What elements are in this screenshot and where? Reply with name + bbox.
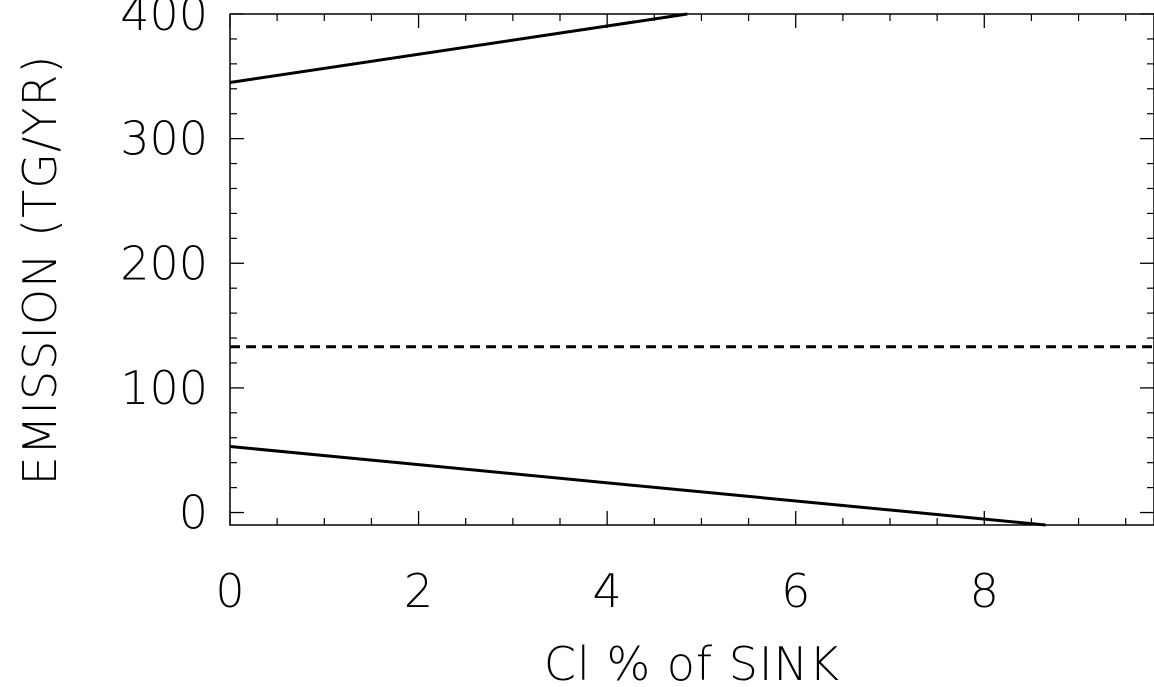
y-tick-label: 300 <box>120 112 208 166</box>
solid-series-line-2 <box>229 445 1046 527</box>
major-ticks <box>229 13 1154 525</box>
y-tick-labels: 0 100 200 300 400 <box>120 0 208 540</box>
y-tick-label: 200 <box>120 236 208 290</box>
x-tick-label: 6 <box>781 564 810 618</box>
solid-series-line-0 <box>229 12 688 84</box>
y-tick-label: 100 <box>120 361 208 415</box>
minor-ticks <box>230 14 1154 525</box>
x-tick-labels: 0 2 4 6 8 <box>215 564 999 618</box>
x-tick-label: 2 <box>404 564 433 618</box>
x-tick-label: 8 <box>970 564 999 618</box>
x-tick-label: 4 <box>593 564 622 618</box>
x-axis-title: Cl % of SINK <box>544 637 840 687</box>
y-axis-title: EMISSION (TG/YR) <box>13 55 67 486</box>
x-tick-label: 0 <box>215 564 244 618</box>
y-tick-label: 0 <box>179 486 208 540</box>
y-tick-label: 400 <box>120 0 208 41</box>
plot-frame <box>229 13 1154 526</box>
series-lines <box>229 12 1154 527</box>
